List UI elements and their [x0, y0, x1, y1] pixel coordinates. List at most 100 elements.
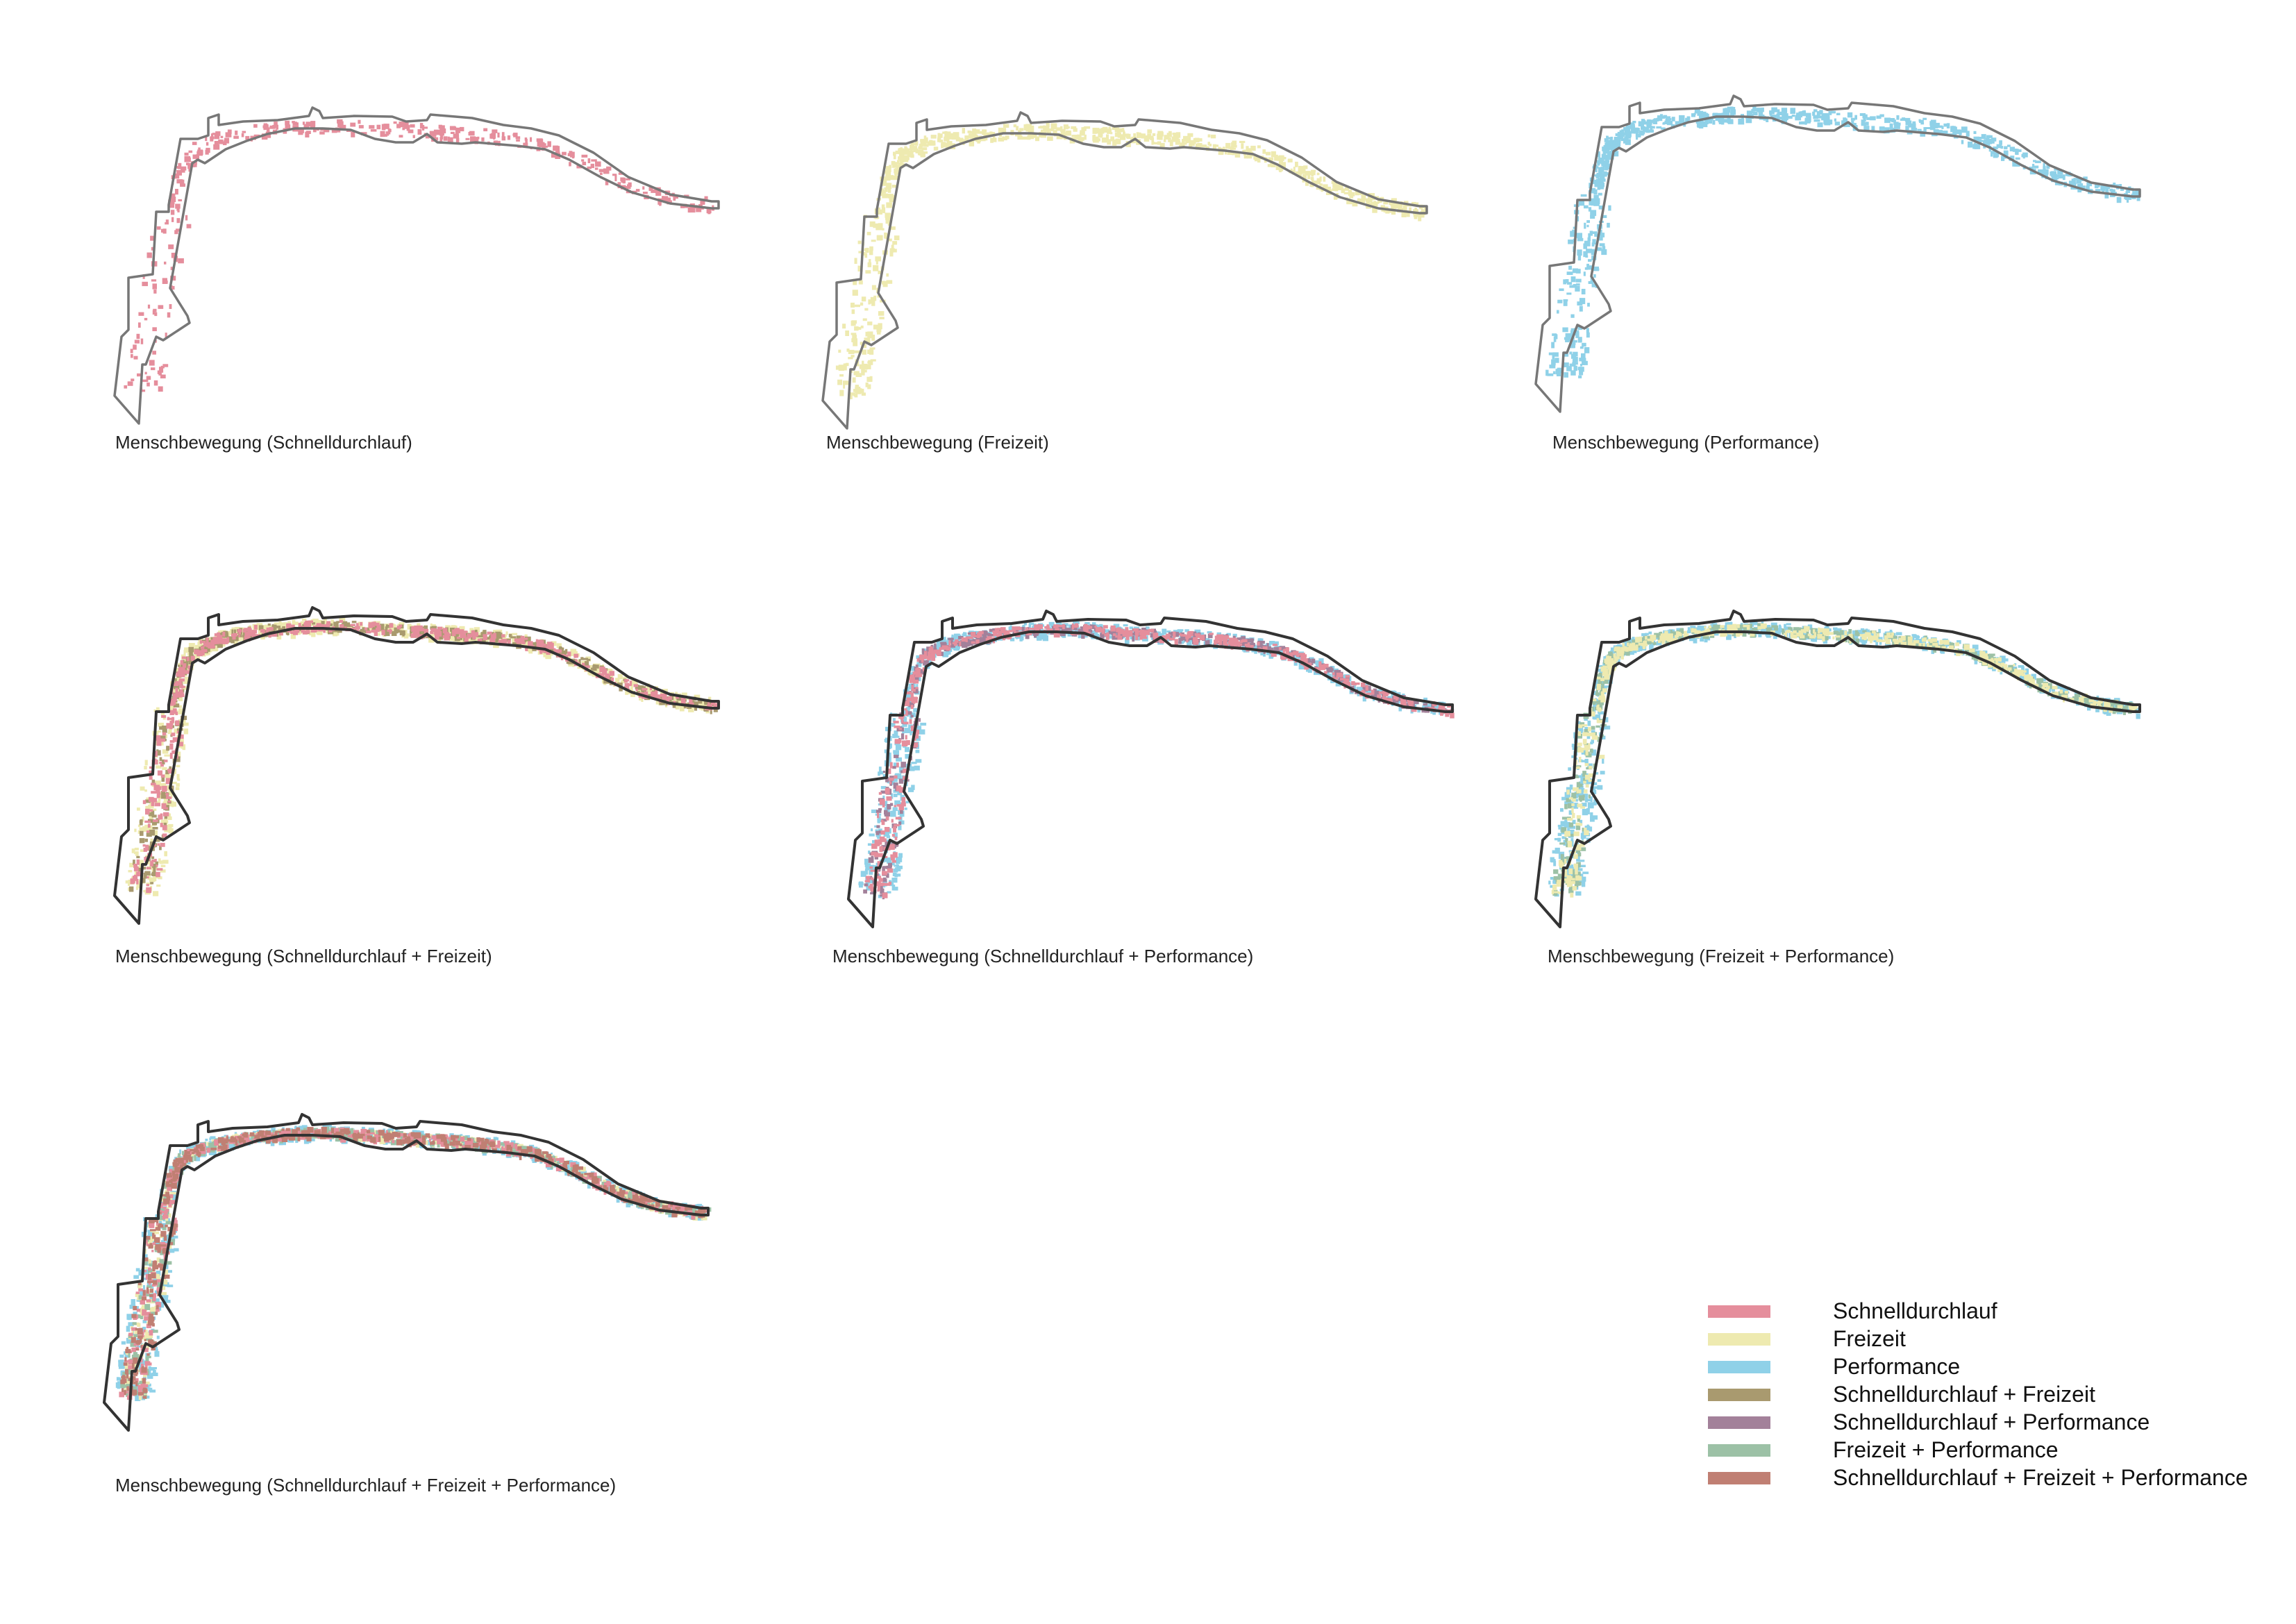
movement-cell	[1611, 140, 1616, 144]
movement-cell	[180, 179, 185, 185]
movement-cell	[885, 787, 890, 794]
movement-cell	[168, 769, 174, 774]
movement-cell	[156, 707, 160, 710]
movement-cell	[399, 135, 403, 138]
movement-cell	[880, 819, 884, 823]
movement-cell	[909, 674, 915, 679]
movement-cell	[2022, 152, 2028, 158]
movement-cell	[1403, 203, 1407, 208]
movement-cell	[1955, 129, 1961, 135]
movement-cell	[1141, 633, 1145, 637]
movement-cell	[1012, 626, 1014, 632]
movement-cell	[1378, 691, 1384, 694]
movement-cell	[1791, 115, 1795, 117]
movement-cell	[837, 379, 843, 385]
movement-cell	[1182, 637, 1187, 641]
movement-cell	[151, 860, 155, 862]
movement-cell	[882, 176, 887, 182]
movement-cell	[905, 801, 910, 804]
movement-cell	[1098, 132, 1103, 137]
movement-cell	[1402, 207, 1407, 210]
movement-cell	[165, 778, 171, 785]
movement-cell	[1318, 178, 1321, 183]
movement-cell	[151, 871, 156, 876]
movement-cell	[909, 719, 912, 724]
movement-cell	[864, 863, 871, 867]
movement-cell	[1357, 694, 1360, 696]
movement-cell	[502, 635, 507, 641]
movement-cell	[169, 711, 173, 714]
movement-cell	[854, 304, 860, 308]
movement-cell	[147, 825, 153, 832]
movement-cell	[906, 691, 912, 695]
movement-layer-freizeit	[835, 122, 1428, 399]
movement-cell	[383, 133, 387, 137]
movement-cell	[1423, 697, 1427, 701]
movement-cell	[1730, 109, 1736, 115]
movement-cell	[889, 251, 894, 257]
movement-cell	[1094, 626, 1097, 628]
movement-cell	[1093, 624, 1096, 629]
movement-cell	[698, 698, 703, 704]
movement-cell	[864, 883, 868, 887]
movement-cell	[1413, 701, 1418, 703]
movement-cell	[1391, 210, 1396, 215]
movement-cell	[1440, 703, 1446, 710]
movement-cell	[898, 825, 902, 830]
movement-cell	[2071, 178, 2076, 184]
movement-cell	[301, 128, 304, 133]
movement-cell	[946, 142, 950, 149]
movement-cell	[160, 842, 165, 847]
movement-cell	[1028, 133, 1034, 140]
movement-cell	[977, 138, 980, 142]
movement-cell	[860, 325, 864, 328]
movement-cell	[1196, 635, 1200, 638]
map-panel	[821, 111, 1428, 430]
movement-cell	[1568, 240, 1574, 244]
movement-cell	[2126, 189, 2130, 193]
movement-cell	[923, 655, 928, 660]
movement-cell	[371, 621, 376, 625]
movement-cell	[1110, 625, 1116, 632]
movement-cell	[489, 133, 493, 139]
movement-cell	[452, 629, 455, 635]
movement-cell	[167, 717, 173, 720]
movement-cell	[290, 633, 296, 639]
movement-cell	[1371, 694, 1377, 698]
movement-cell	[1268, 653, 1273, 659]
movement-cell	[878, 771, 880, 776]
movement-cell	[1588, 281, 1594, 284]
movement-cell	[1601, 153, 1607, 160]
movement-cell	[943, 646, 947, 648]
movement-cell	[142, 281, 148, 287]
movement-cell	[1589, 183, 1591, 189]
movement-cell	[1015, 637, 1019, 639]
movement-cell	[1549, 365, 1556, 369]
movement-cell	[178, 734, 184, 739]
movement-cell	[953, 132, 960, 138]
movement-cell	[201, 642, 203, 648]
movement-cell	[1594, 181, 1600, 187]
movement-cell	[514, 638, 521, 642]
movement-cell	[633, 684, 638, 687]
movement-cell	[895, 744, 902, 751]
movement-cell	[1588, 233, 1591, 237]
movement-cell	[1601, 164, 1607, 167]
movement-cell	[330, 619, 334, 626]
movement-cell	[1570, 370, 1576, 376]
movement-cell	[1450, 712, 1455, 719]
movement-cell	[977, 636, 982, 642]
movement-cell	[162, 767, 167, 771]
movement-cell	[303, 124, 310, 128]
movement-cell	[149, 815, 153, 820]
movement-cell	[880, 888, 885, 894]
movement-cell	[886, 873, 889, 878]
movement-cell	[1650, 126, 1655, 129]
movement-cell	[1186, 638, 1189, 643]
movement-cell	[850, 355, 855, 358]
movement-cell	[176, 169, 182, 176]
movement-cell	[168, 704, 174, 710]
movement-cell	[867, 384, 871, 390]
movement-cell	[992, 628, 996, 633]
movement-cell	[261, 133, 268, 140]
